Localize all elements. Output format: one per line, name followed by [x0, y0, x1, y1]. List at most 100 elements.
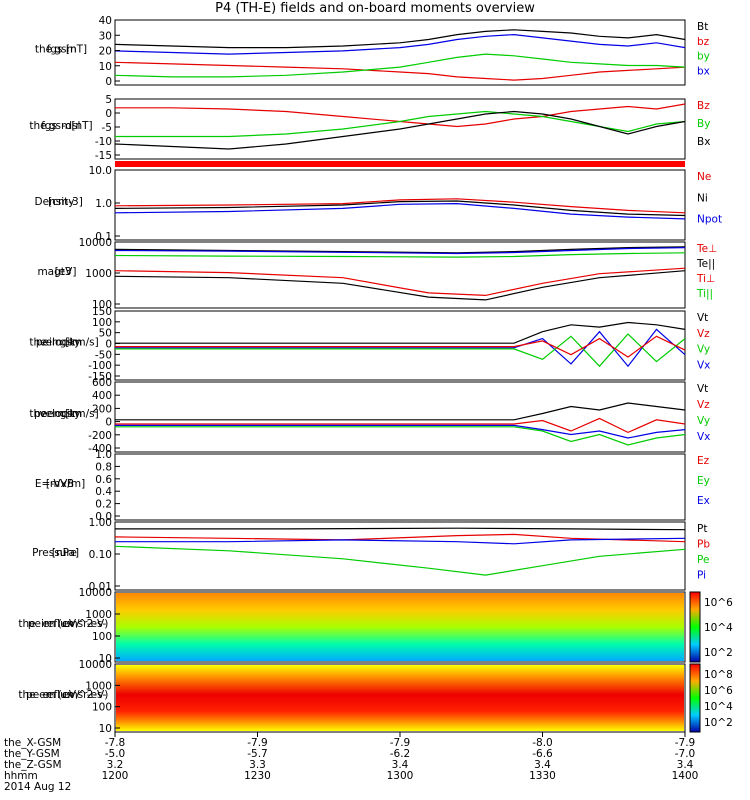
x-axis-value: 1330: [529, 770, 556, 782]
x-axis-value: -6.2: [390, 748, 411, 760]
panel-frame-efield: [114, 453, 686, 521]
y-axis-label-line: the: [29, 337, 46, 349]
series-line-peim-velocity-2: [115, 335, 686, 358]
y-axis-label-line: the: [18, 618, 35, 630]
series-line-pressure-0: [115, 527, 686, 531]
y-axis-label-line: gsm: [60, 337, 82, 349]
y-axis-label-temperature: magt3[eV]: [37, 266, 76, 278]
panel-frame-fgs-vec: [114, 98, 686, 160]
legend-entry: Bx: [697, 136, 710, 148]
x-axis-value: -5.0: [105, 748, 126, 760]
y-axis-label-line: [km/s]: [65, 337, 99, 349]
legend-entry: Pi: [697, 570, 706, 582]
series-line-temperature-2: [114, 252, 686, 258]
y-tick-label: -400: [88, 443, 112, 455]
y-tick-label: 0: [105, 76, 112, 88]
series-line-pressure-3: [114, 545, 686, 576]
legend-entry: Vx: [697, 359, 710, 371]
y-axis-label-pressure: Pressure[nPa]: [32, 547, 79, 559]
series-line-temperature-4: [114, 270, 686, 301]
legend-entry: Ez: [697, 455, 710, 467]
colorbar-tick-label: 10^6: [704, 597, 733, 609]
y-tick-label: -50: [95, 349, 112, 361]
x-axis-value: 1300: [387, 770, 414, 782]
y-tick-label: 100: [92, 631, 112, 643]
y-axis-label-line: [nT]: [66, 44, 87, 56]
y-tick-label: 1.00: [89, 517, 112, 529]
y-axis-label-line: the: [18, 689, 35, 701]
y-axis-label-line: [km/s]: [65, 408, 99, 420]
x-axis-value: -7.8: [105, 737, 126, 749]
x-axis-value: 3.4: [677, 759, 694, 771]
colorbar-tick-label: 10^2: [704, 717, 733, 729]
y-tick-label: 150: [92, 306, 112, 318]
legend-entry: Ti⊥: [696, 273, 715, 285]
x-axis-row-label: the_Y-GSM: [4, 748, 60, 760]
x-axis-value: 3.4: [392, 759, 409, 771]
colorbar-tick-label: 10^4: [704, 622, 733, 634]
colorbar-peir-spectrogram: [689, 591, 701, 663]
x-axis-row-label: hhmm: [4, 770, 38, 782]
legend-entry: Pe: [697, 554, 709, 566]
y-axis-label-line: E=-VxB: [35, 478, 74, 490]
y-axis-label-line: gsm: [49, 120, 71, 132]
y-tick-label: 10.0: [89, 165, 112, 177]
legend-entry: Vt: [697, 312, 708, 324]
series-line-peim-velocity-3: [115, 321, 686, 344]
legend-entry: Vy: [697, 415, 710, 427]
y-axis-label-line: velocity: [39, 408, 80, 420]
x-axis-row-label: the_X-GSM: [4, 737, 61, 749]
y-tick-label: -150: [88, 371, 112, 383]
series-line-fgs-mag-1: [114, 33, 686, 55]
legend-entry: Vy: [697, 344, 710, 356]
x-axis-value: 1230: [244, 770, 271, 782]
date-label: 2014 Aug 12: [4, 781, 71, 793]
y-axis-label-line: the: [29, 408, 46, 420]
series-line-temperature-1: [114, 247, 686, 255]
y-tick-label: 100: [92, 317, 112, 329]
y-tick-label: 10000: [79, 237, 112, 249]
y-axis-label-line: peem: [34, 408, 64, 420]
chart-title: P4 (TH-E) fields and on-board moments ov…: [215, 1, 535, 16]
series-line-pressure-1: [114, 533, 686, 543]
colorbar-tick-label: 10^6: [704, 685, 733, 697]
legend-entry: Te||: [696, 258, 715, 270]
y-axis-label-line: sr-eV): [78, 689, 109, 701]
series-line-fgs-mag-0: [114, 29, 686, 49]
y-axis-label-line: eflux: [47, 689, 73, 701]
y-tick-label: 0.8: [95, 461, 112, 473]
legend-entry: Vt: [697, 383, 708, 395]
y-axis-label-line: -dsl: [62, 120, 81, 132]
y-tick-label: 0.2: [95, 499, 112, 511]
y-tick-label: 10000: [79, 659, 112, 671]
legend-entry: Pb: [697, 539, 710, 551]
legend-entry: By: [697, 118, 710, 130]
y-axis-label-line: eV/: [62, 689, 80, 701]
legend-entry: Ne: [697, 171, 711, 183]
y-axis-label-density: Density[cm-3]: [35, 196, 83, 208]
y-axis-label-line: Pressure: [32, 547, 77, 559]
y-axis-label-efield: E=-VxB[mV/m]: [35, 478, 85, 490]
colorbar-peer-spectrogram: [689, 663, 701, 733]
spectrogram-peer-spectrogram: [116, 665, 684, 731]
panel-frame-pressure: [114, 521, 686, 591]
y-axis-label-line: en: [42, 618, 55, 630]
y-tick-label: 0.0: [95, 511, 112, 523]
y-tick-label: 10: [99, 653, 112, 665]
y-axis-label-line: peer: [26, 689, 51, 701]
series-line-fgs-vec-0: [115, 103, 686, 128]
y-tick-label: 30: [99, 30, 112, 42]
x-axis-value: 1200: [102, 770, 129, 782]
y-tick-label: 100: [92, 299, 112, 311]
y-tick-label: 1000: [85, 268, 112, 280]
y-axis-label-line: [eV]: [55, 266, 77, 278]
x-axis-value: -5.7: [247, 748, 268, 760]
series-line-temperature-0: [114, 246, 686, 254]
x-axis-value: 1400: [672, 770, 699, 782]
y-tick-label: -200: [88, 430, 112, 442]
legend-entry: bz: [697, 36, 710, 48]
y-tick-label: 0.1: [95, 231, 112, 243]
